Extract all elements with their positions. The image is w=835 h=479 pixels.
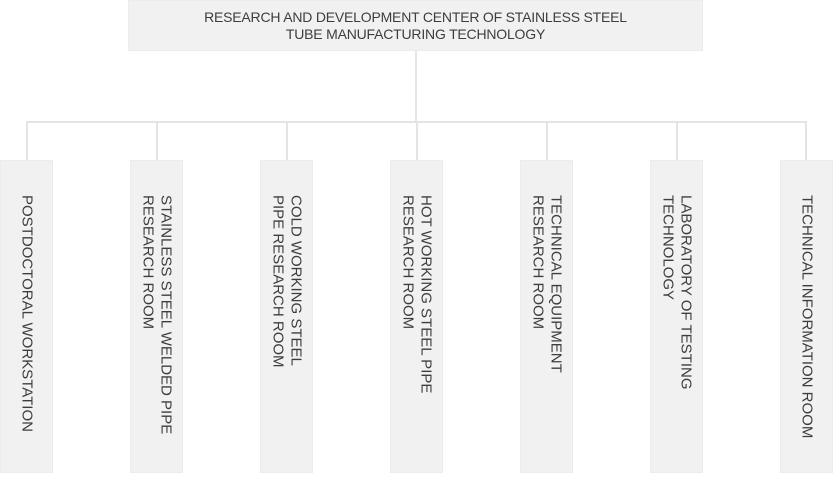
connector-drop bbox=[286, 121, 288, 160]
org-node-technical-information-room: TECHNICAL INFORMATION ROOM bbox=[780, 160, 833, 473]
org-node-laboratory-of-testing-technology: LABORATORY OF TESTING TECHNOLOGY bbox=[650, 160, 703, 473]
connector-drop bbox=[416, 121, 418, 160]
org-node-label: POSTDOCTORAL WORKSTATION bbox=[18, 195, 36, 432]
org-node-label: COLD WORKING STEEL PIPE RESEARCH ROOM bbox=[269, 195, 305, 368]
connector-drop bbox=[676, 121, 678, 160]
org-node-label: TECHNICAL EQUIPMENT RESEARCH ROOM bbox=[529, 195, 565, 373]
org-node-cold-working-steel-pipe-research-room: COLD WORKING STEEL PIPE RESEARCH ROOM bbox=[260, 160, 313, 473]
org-node-hot-working-steel-pipe-research-room: HOT WORKING STEEL PIPE RESEARCH ROOM bbox=[390, 160, 443, 473]
connector-drop bbox=[26, 121, 28, 160]
org-node-postdoctoral-workstation: POSTDOCTORAL WORKSTATION bbox=[0, 160, 53, 473]
org-node-label: HOT WORKING STEEL PIPE RESEARCH ROOM bbox=[399, 195, 435, 394]
connector-trunk bbox=[415, 51, 417, 121]
connector-drop bbox=[156, 121, 158, 160]
org-node-label: TECHNICAL INFORMATION ROOM bbox=[798, 195, 816, 439]
org-node-stainless-steel-welded-pipe-research-room: STAINLESS STEEL WELDED PIPE RESEARCH ROO… bbox=[130, 160, 183, 473]
org-node-label: STAINLESS STEEL WELDED PIPE RESEARCH ROO… bbox=[139, 195, 175, 435]
org-node-label: LABORATORY OF TESTING TECHNOLOGY bbox=[659, 195, 695, 390]
connector-drop bbox=[546, 121, 548, 160]
connector-drop bbox=[805, 121, 807, 160]
org-root-node: RESEARCH AND DEVELOPMENT CENTER OF STAIN… bbox=[128, 0, 703, 51]
org-root-title: RESEARCH AND DEVELOPMENT CENTER OF STAIN… bbox=[204, 8, 627, 42]
org-node-technical-equipment-research-room: TECHNICAL EQUIPMENT RESEARCH ROOM bbox=[520, 160, 573, 473]
